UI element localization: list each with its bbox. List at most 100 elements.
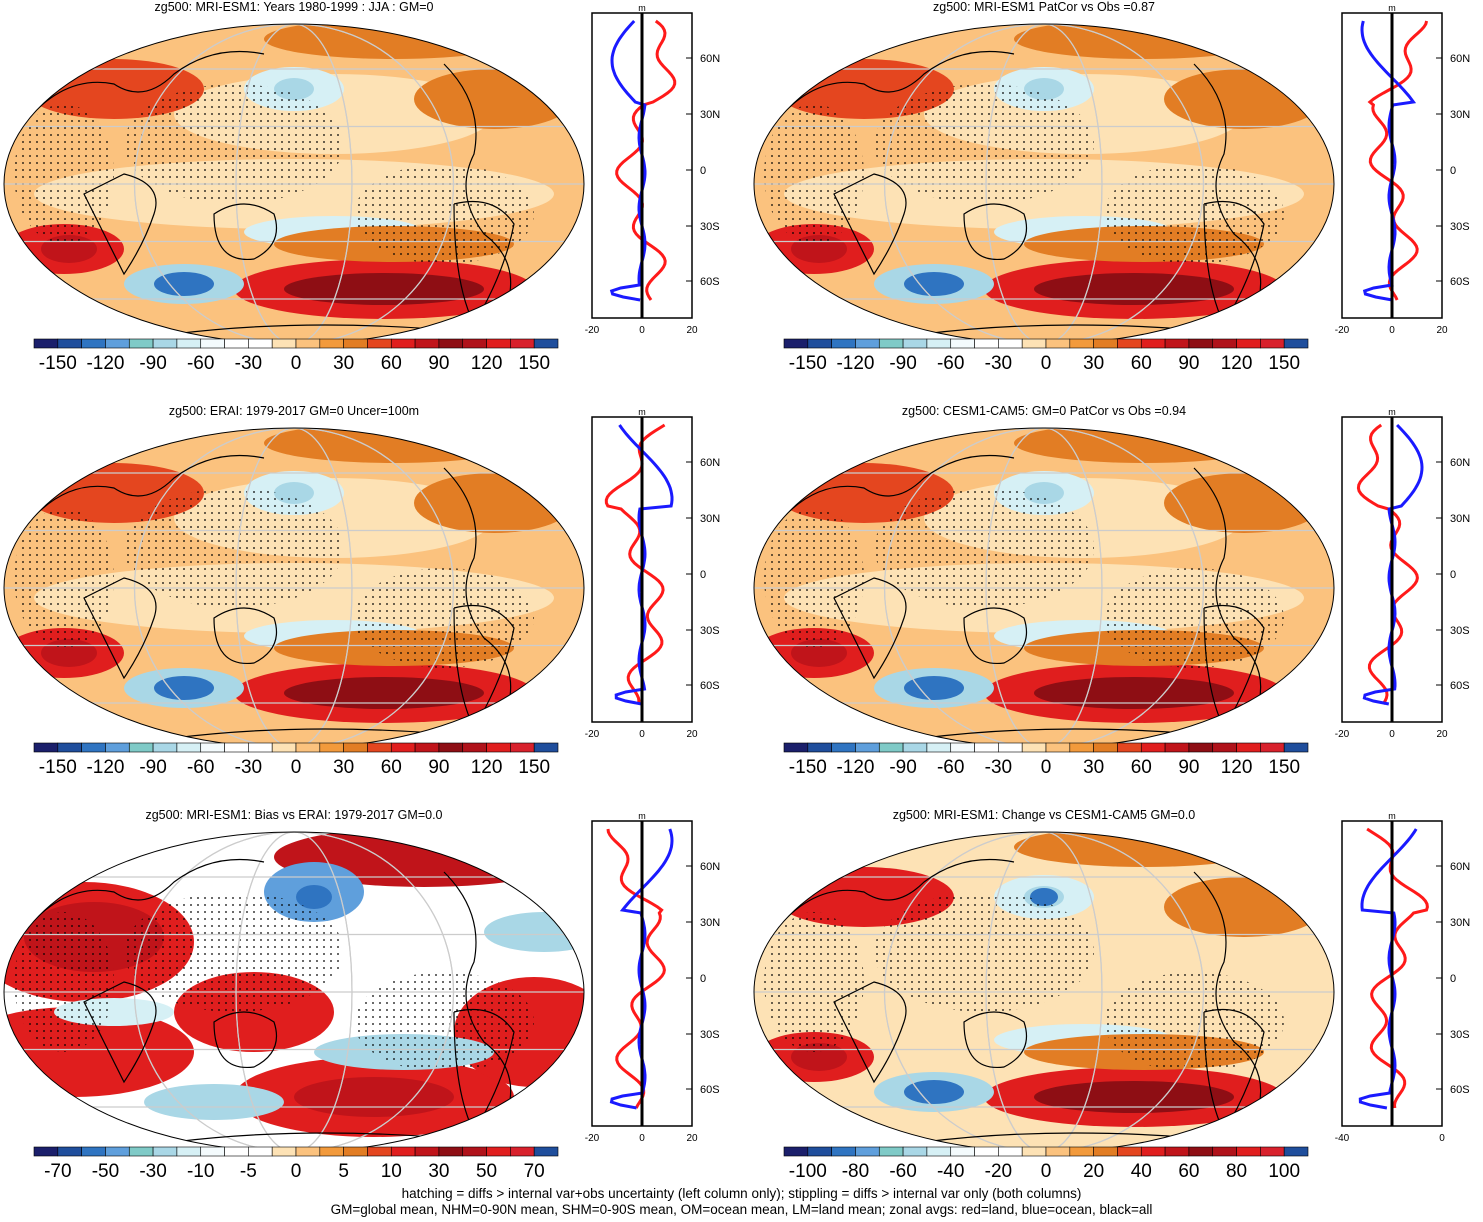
colorbar-label: -90: [139, 353, 166, 374]
colorbar-swatch: [438, 1146, 464, 1157]
colorbar-swatch: [414, 742, 440, 753]
lat-label: 30N: [1450, 917, 1470, 929]
colorbar-swatch: [367, 742, 392, 753]
colorbar-swatch: [462, 1146, 487, 1157]
zonal-tick-label: 20: [686, 729, 698, 740]
panel-grid: zg500: MRI-ESM1: Years 1980-1999 : JJA :…: [3, 0, 1470, 1182]
colorbar-swatch: [343, 338, 368, 349]
colorbar-swatch: [1236, 742, 1261, 753]
colorbar-swatch: [1093, 1146, 1118, 1157]
footer-note-2: GM=global mean, NHM=0-90N mean, SHM=0-90…: [330, 1202, 1153, 1217]
colorbar-swatch: [81, 338, 106, 349]
colorbar-swatch: [878, 742, 904, 753]
zonal-tick-label: 20: [1436, 729, 1448, 740]
colorbar-label: 50: [476, 1161, 497, 1182]
zonal-tick-label: -20: [585, 325, 600, 336]
colorbar-label: 0: [1041, 353, 1052, 374]
colorbar-swatch: [271, 742, 297, 753]
colorbar-label: -30: [139, 1161, 166, 1182]
colorbar-swatch: [1093, 742, 1118, 753]
colorbar-label: 120: [1221, 757, 1253, 778]
lat-label: 30N: [1450, 109, 1470, 121]
colorbar-label: 20: [1083, 1161, 1104, 1182]
colorbar-label: 150: [1268, 757, 1300, 778]
colorbar-swatch: [248, 338, 273, 349]
zonal-ocean-curve: [614, 424, 674, 706]
colorbar-swatch: [390, 1146, 416, 1157]
colorbar-swatch: [783, 742, 809, 753]
colorbar-swatch: [998, 338, 1023, 349]
colorbar-swatch: [998, 1146, 1023, 1157]
colorbar-label: 40: [1131, 1161, 1152, 1182]
colorbar-swatch: [462, 742, 487, 753]
colorbar-swatch: [807, 338, 832, 349]
colorbar-swatch: [367, 1146, 392, 1157]
colorbar-label: -20: [985, 1161, 1012, 1182]
panel-4: zg500: CESM1-CAM5: GM=0 PatCor vs Obs =0…: [753, 404, 1470, 778]
colorbar-swatch: [1045, 1146, 1071, 1157]
colorbar-swatch: [200, 742, 225, 753]
colorbar-label: 60: [381, 353, 402, 374]
colorbar-swatch: [1212, 742, 1237, 753]
colorbar-label: -60: [937, 353, 964, 374]
colorbar-swatch: [926, 338, 952, 349]
colorbar-swatch: [902, 742, 928, 753]
colorbar-label: 60: [1131, 353, 1152, 374]
colorbar-label: 0: [291, 353, 302, 374]
colorbar-swatch: [438, 338, 464, 349]
colorbar-label: 60: [1131, 757, 1152, 778]
colorbar-swatch: [533, 1146, 559, 1157]
colorbar-swatch: [510, 742, 535, 753]
colorbar-swatch: [248, 1146, 273, 1157]
colorbar-swatch: [1164, 1146, 1190, 1157]
colorbar-swatch: [1021, 1146, 1047, 1157]
colorbar-label: -30: [985, 757, 1012, 778]
colorbar-label: -90: [889, 757, 916, 778]
footer-note-1: hatching = diffs > internal var+obs unce…: [401, 1186, 1082, 1201]
colorbar-label: 80: [1226, 1161, 1247, 1182]
colorbar-swatch: [343, 742, 368, 753]
colorbar-label: -150: [789, 757, 827, 778]
colorbar-swatch: [271, 338, 297, 349]
zonal-tick-label: 0: [1389, 325, 1395, 336]
colorbar-swatch: [974, 742, 999, 753]
colorbar-swatch: [1117, 742, 1142, 753]
colorbar-swatch: [783, 338, 809, 349]
colorbar-label: -120: [836, 757, 874, 778]
colorbar-swatch: [950, 742, 975, 753]
colorbar-label: 30: [333, 353, 354, 374]
colorbar-swatch: [128, 742, 154, 753]
zonal-mean-plot: m 60N 30N 0 30S 60S -20 0 20: [585, 407, 720, 740]
colorbar-swatch: [807, 742, 832, 753]
colorbar-swatch: [950, 1146, 975, 1157]
colorbar-swatch: [81, 742, 106, 753]
zonal-tick-label: 0: [639, 325, 645, 336]
colorbar-swatch: [1117, 1146, 1142, 1157]
map-field: [4, 428, 584, 748]
colorbar-swatch: [902, 1146, 928, 1157]
lat-label: 30S: [1450, 625, 1470, 637]
panel-title: zg500: MRI-ESM1: Change vs CESM1-CAM5 GM…: [893, 808, 1196, 822]
colorbar-label: 90: [428, 353, 449, 374]
colorbar-swatch: [1260, 338, 1285, 349]
colorbar-swatch: [1093, 338, 1118, 349]
colorbar-label: 10: [381, 1161, 402, 1182]
colorbar-swatch: [248, 742, 273, 753]
map-field: [754, 832, 1334, 1152]
colorbar-swatch: [1212, 338, 1237, 349]
colorbar-label: -30: [985, 353, 1012, 374]
colorbar-swatch: [33, 742, 59, 753]
zonal-units: m: [638, 811, 646, 821]
colorbar-swatch: [105, 338, 130, 349]
lat-label: 30S: [700, 221, 720, 233]
colorbar-label: 100: [1268, 1161, 1300, 1182]
colorbar-swatch: [855, 742, 880, 753]
colorbar-swatch: [855, 338, 880, 349]
colorbar-label: -120: [86, 353, 124, 374]
colorbar-label: 0: [1041, 1161, 1052, 1182]
zonal-mean-plot: m 60N 30N 0 30S 60S -20 0 20: [1335, 407, 1470, 740]
colorbar-label: 30: [1083, 353, 1104, 374]
colorbar-label: -30: [235, 353, 262, 374]
colorbar-label: -120: [836, 353, 874, 374]
